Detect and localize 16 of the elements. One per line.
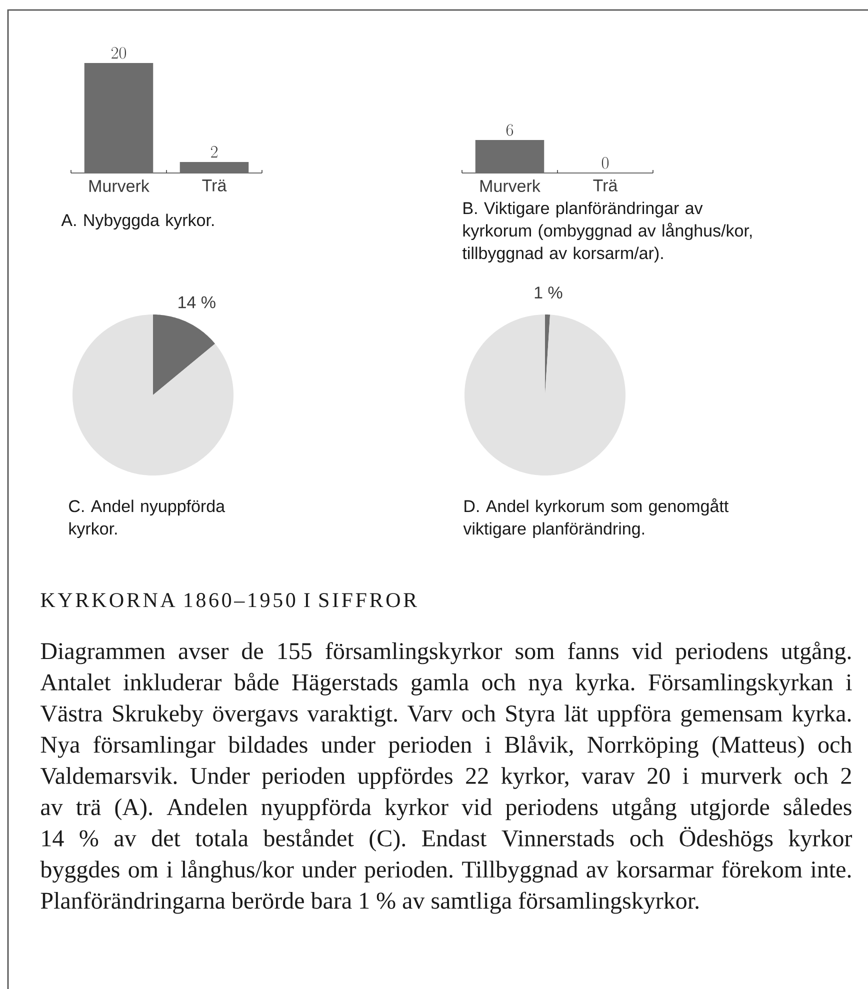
text: A. Nybyggda kyrkor. bbox=[61, 214, 214, 230]
x-tick-label: Trä bbox=[593, 180, 618, 192]
text: B. Viktigare planförändringar av kyrkorum (ombyggnad av långhus/kor, tillbyggnad av korsarm/ar). bbox=[462, 202, 752, 263]
data-label: 14 % bbox=[178, 296, 216, 308]
text: D. Andel kyrkorum som genomgått viktigare planförändring. bbox=[463, 498, 729, 538]
x-tick-label: Murverk bbox=[480, 180, 540, 192]
data-label: 1 % bbox=[534, 286, 562, 299]
data-label: 6 bbox=[506, 124, 514, 136]
x-tick-label: Trä bbox=[202, 180, 227, 192]
text: Diagrammen avser de 155 församlingskyrkor som fanns vid periodens utgång. Antalet inkluderar både Hägerstads gamla och nya kyrka. Församlingskyrkan i Västra Skrukeby övergavs varaktigt. Varv och Styra lät uppföra gemensam kyrka. Nya församlingar bildades under perioden i Blåvik, Norrköping (Matteus) och Valdemarsvik. Under perioden uppfördes 22 kyrkor, varav 20 i murverk och 2 av trä (A). Andelen nyuppförda kyrkor vid periodens utgång utgjorde således 14 % av det totala beståndet (C). Endast Vinnerstads och Ödeshögs kyrkor byggdes om i långhus/kor under perioden. Tillbyggnad av korsarmar förekom inte. Planförändringarna berörde bara 1 % av samtliga församlingskyrkor. bbox=[40, 642, 852, 914]
text: C. Andel nyuppförda kyrkor. bbox=[69, 500, 226, 538]
data-label: 20 bbox=[112, 47, 126, 59]
x-tick-label: Murverk bbox=[89, 180, 150, 192]
data-label: 0 bbox=[602, 157, 609, 169]
text: KYRKORNA 1860–1950 I SIFFROR bbox=[40, 593, 418, 608]
data-label: 2 bbox=[210, 146, 218, 158]
